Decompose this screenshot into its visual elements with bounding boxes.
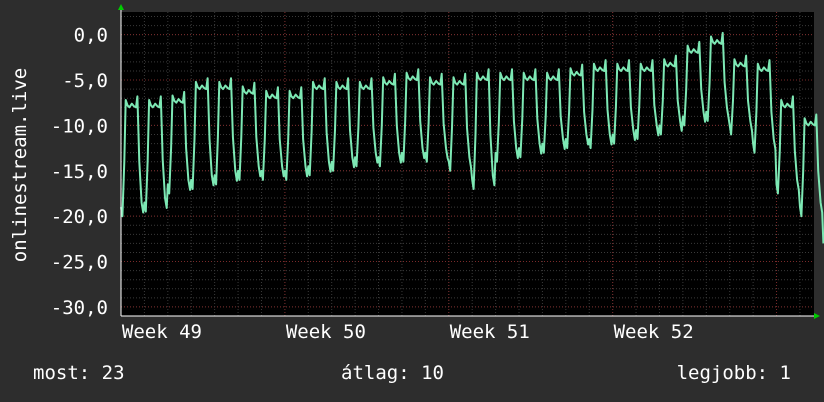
y-tick-label: 0,0 bbox=[74, 25, 108, 47]
y-tick-label: -5,0 bbox=[62, 70, 108, 92]
y-tick-label: -20,0 bbox=[51, 206, 108, 228]
y-tick-label: -15,0 bbox=[51, 161, 108, 183]
x-axis-arrow bbox=[814, 313, 820, 319]
y-tick-label: -10,0 bbox=[51, 115, 108, 137]
x-tick-label: Week 50 bbox=[286, 321, 366, 343]
y-axis-ticks: 0,0 -5,0 -10,0 -15,0 -20,0 -25,0 -30,0 bbox=[51, 25, 108, 319]
footer-best: legjobb: 1 bbox=[676, 362, 791, 384]
y-axis-label-text: onlinestream.live bbox=[9, 67, 31, 263]
plot-background bbox=[121, 12, 814, 316]
y-axis-arrow bbox=[118, 4, 124, 10]
series-line bbox=[120, 31, 824, 244]
y-tick-label: -30,0 bbox=[51, 297, 108, 319]
y-tick-label: -25,0 bbox=[51, 252, 108, 274]
x-tick-label: Week 49 bbox=[122, 321, 202, 343]
x-axis-ticks: Week 49 Week 50 Week 51 Week 52 bbox=[122, 321, 694, 343]
footer-now: most: 23 bbox=[33, 362, 125, 384]
axes bbox=[118, 4, 820, 319]
x-tick-label: Week 52 bbox=[614, 321, 694, 343]
y-axis-label: onlinestream.live bbox=[0, 0, 40, 330]
x-tick-label: Week 51 bbox=[450, 321, 530, 343]
footer-average: átlag: 10 bbox=[341, 362, 444, 384]
